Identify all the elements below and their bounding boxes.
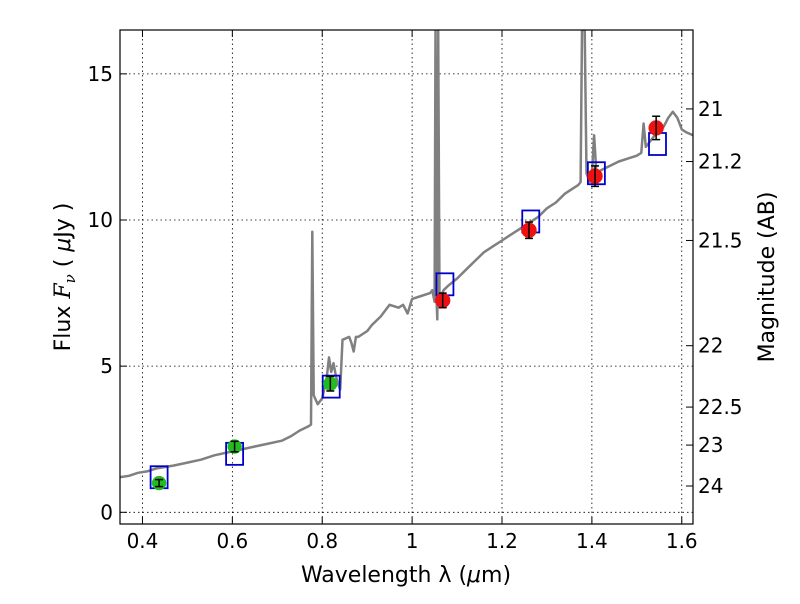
x-tick-label: 1.2: [486, 529, 518, 553]
y2-tick-label: 23: [698, 433, 723, 457]
x-tick-label: 1: [406, 529, 419, 553]
y-tick-label: 15: [88, 62, 113, 86]
y2-tick-label: 22.5: [698, 395, 743, 419]
grid-layer: [120, 30, 693, 524]
y2-tick-label: 24: [698, 474, 723, 498]
x-tick-label: 1.6: [666, 529, 698, 553]
y2-axis-label: Magnitude (AB): [755, 192, 780, 363]
spectrum-line: [120, 30, 693, 479]
y-axis-label: Flux Fν ( μJy ): [51, 203, 79, 352]
plot-area: [120, 30, 693, 491]
data-layer: [120, 30, 693, 491]
x-axis-label: Wavelength λ (μm): [301, 563, 511, 588]
model-photometry-square: [648, 132, 667, 156]
tick-layer: 0.4 0.6 0.8 1 1.2 1.4 1.6 0 5 10 15 21 21.2 21.5 22 22.…: [88, 30, 743, 553]
y2-tick-label: 21: [698, 97, 723, 121]
y2-tick-label: 21.2: [698, 150, 743, 174]
y2-tick-label: 21.5: [698, 228, 743, 252]
y-tick-label: 5: [100, 354, 113, 378]
x-tick-label: 0.6: [216, 529, 248, 553]
y-tick-label: 0: [100, 500, 113, 524]
plot-frame: [119, 29, 694, 525]
x-tick-label: 0.8: [306, 529, 338, 553]
x-tick-label: 0.4: [127, 529, 159, 553]
model-photometry-square: [321, 374, 341, 399]
y2-tick-label: 22: [698, 334, 723, 358]
x-tick-label: 1.4: [576, 529, 608, 553]
y-tick-label: 10: [88, 208, 113, 232]
